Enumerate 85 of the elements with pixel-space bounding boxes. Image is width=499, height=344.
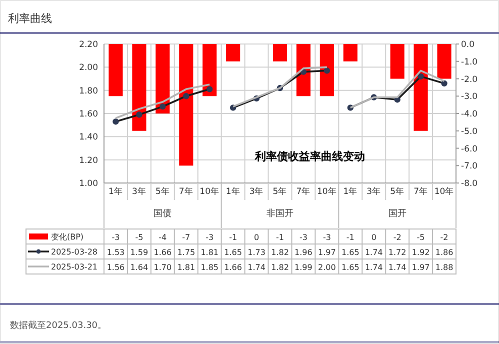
data-label: 1.97 xyxy=(412,263,430,272)
x-tick-label: 7年 xyxy=(414,186,428,197)
y2-tick-label: -3.0 xyxy=(461,92,478,102)
data-label: -7 xyxy=(182,233,190,242)
data-label: -2 xyxy=(393,233,402,242)
x-tick-label: 10年 xyxy=(200,186,220,197)
data-label: -2 xyxy=(440,233,448,242)
data-label: 1.74 xyxy=(248,263,266,272)
data-label: 1.59 xyxy=(130,248,148,257)
data-label: 1.86 xyxy=(435,248,454,257)
annotation: 利率债收益率曲线变动 xyxy=(254,150,365,163)
text: 数据截至2025.03.30。 xyxy=(10,320,107,331)
data-label: 1.70 xyxy=(154,263,172,272)
x-tick-label: 10年 xyxy=(434,186,454,197)
y-tick-label: 1.60 xyxy=(79,110,98,120)
y-tick-label: 2.20 xyxy=(79,40,98,50)
legend-label: 2025-03-28 xyxy=(51,248,98,256)
data-label: -3 xyxy=(206,233,214,242)
y2-tick-label: 0.0 xyxy=(461,40,475,50)
y-tick-label: 1.20 xyxy=(79,156,98,166)
data-label: -1 xyxy=(229,233,238,242)
y2-tick-label: -1.0 xyxy=(461,57,478,68)
data-label: 1.56 xyxy=(106,263,125,272)
y2-tick-label: -6.0 xyxy=(461,144,478,154)
x-tick-label: 5年 xyxy=(390,186,405,197)
data-label: 1.92 xyxy=(412,248,430,257)
data-label: 1.65 xyxy=(224,248,242,257)
data-label: -3 xyxy=(299,233,308,242)
text: 国债 xyxy=(154,208,172,219)
data-label: 0 xyxy=(371,233,376,242)
data-label: -4 xyxy=(158,233,167,242)
data-label: 1.65 xyxy=(341,248,360,257)
y2-tick-label: -5.0 xyxy=(461,126,478,137)
data-label: 1.73 xyxy=(248,248,266,257)
y-tick-label: 1.40 xyxy=(79,132,98,143)
data-label: 1.53 xyxy=(106,248,125,257)
data-label: 1.72 xyxy=(388,248,406,257)
legend-label: 2025-03-21 xyxy=(51,262,98,272)
x-tick-label: 7年 xyxy=(178,186,194,197)
x-tick-label: 5年 xyxy=(155,186,170,197)
data-label: 1.66 xyxy=(224,263,242,272)
data-label: 1.81 xyxy=(200,248,219,257)
y2-tick-label: -2.0 xyxy=(461,74,478,85)
data-label: 1.82 xyxy=(271,248,289,257)
y-tick-label: 1.00 xyxy=(79,179,98,189)
y2-tick-label: -4.0 xyxy=(461,110,478,120)
data-label: 1.75 xyxy=(177,248,196,257)
x-tick-label: 5年 xyxy=(272,186,288,197)
x-tick-label: 1年 xyxy=(108,186,123,197)
data-label: -1 xyxy=(346,233,354,242)
legend-label: 变化(BP) xyxy=(51,232,84,242)
data-label: 1.74 xyxy=(364,263,383,272)
x-tick-label: 7年 xyxy=(296,186,311,197)
data-label: 1.97 xyxy=(318,248,336,257)
data-label: 1.99 xyxy=(294,263,312,272)
data-label: -3 xyxy=(112,233,120,242)
x-tick-label: 3年 xyxy=(132,186,146,197)
x-tick-label: 1年 xyxy=(226,186,240,197)
x-tick-label: 1年 xyxy=(343,186,358,197)
data-label: 1.88 xyxy=(435,263,454,272)
data-label: 1.74 xyxy=(364,248,383,257)
text: 国开 xyxy=(388,209,406,219)
y2-tick-label: -8.0 xyxy=(461,179,478,189)
data-label: 1.81 xyxy=(177,263,196,272)
x-tick-label: 3年 xyxy=(249,186,264,197)
y2-tick-label: -7.0 xyxy=(461,162,478,172)
data-label: 1.85 xyxy=(200,263,219,272)
data-label: 0 xyxy=(254,233,260,242)
text: 非国开 xyxy=(266,208,294,219)
y-tick-label: 2.00 xyxy=(79,63,98,74)
chart-title: 利率曲线 xyxy=(8,12,52,25)
data-label: 1.74 xyxy=(388,263,406,272)
y-tick-label: 1.80 xyxy=(79,86,98,96)
data-label: 1.64 xyxy=(130,263,148,272)
data-label: -5 xyxy=(135,233,144,242)
data-label: 1.65 xyxy=(341,263,360,272)
x-tick-label: 10年 xyxy=(317,186,337,197)
data-label: 1.66 xyxy=(154,248,172,257)
data-label: -3 xyxy=(322,233,331,242)
x-tick-label: 3年 xyxy=(366,186,382,197)
data-label: -1 xyxy=(276,233,284,242)
data-label: 1.82 xyxy=(271,263,289,272)
data-label: 1.96 xyxy=(294,248,312,257)
data-label: -5 xyxy=(416,233,425,242)
data-label: 2.00 xyxy=(318,263,336,272)
